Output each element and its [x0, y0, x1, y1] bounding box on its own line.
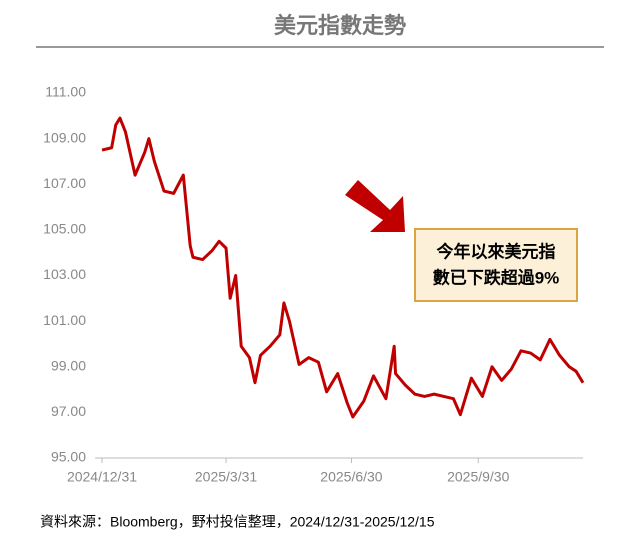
chart-title: 美元指數走勢 [274, 13, 406, 38]
y-tick-label: 103.00 [43, 266, 86, 282]
y-tick-label: 95.00 [51, 449, 86, 465]
y-tick-label: 101.00 [43, 312, 86, 328]
x-tick-label: 2025/3/31 [195, 469, 257, 485]
source-note: 資料來源：Bloomberg，野村投信整理，2024/12/31-2025/12… [40, 514, 435, 530]
x-tick-label: 2025/9/30 [447, 469, 509, 485]
x-tick-label: 2024/12/31 [67, 469, 137, 485]
y-tick-label: 97.00 [51, 403, 86, 419]
y-tick-label: 105.00 [43, 221, 86, 237]
y-tick-label: 109.00 [43, 129, 86, 145]
data-line [101, 116, 585, 419]
annotation: 今年以來美元指 [437, 241, 556, 261]
arrow [345, 180, 405, 232]
y-tick-label: 111.00 [45, 84, 86, 100]
y-tick-label: 99.00 [51, 357, 86, 373]
annotation-box [414, 228, 578, 302]
y-tick-label: 107.00 [43, 175, 86, 191]
annotation: 數已下跌超過9% [433, 267, 560, 287]
x-tick-label: 2025/6/30 [320, 469, 382, 485]
